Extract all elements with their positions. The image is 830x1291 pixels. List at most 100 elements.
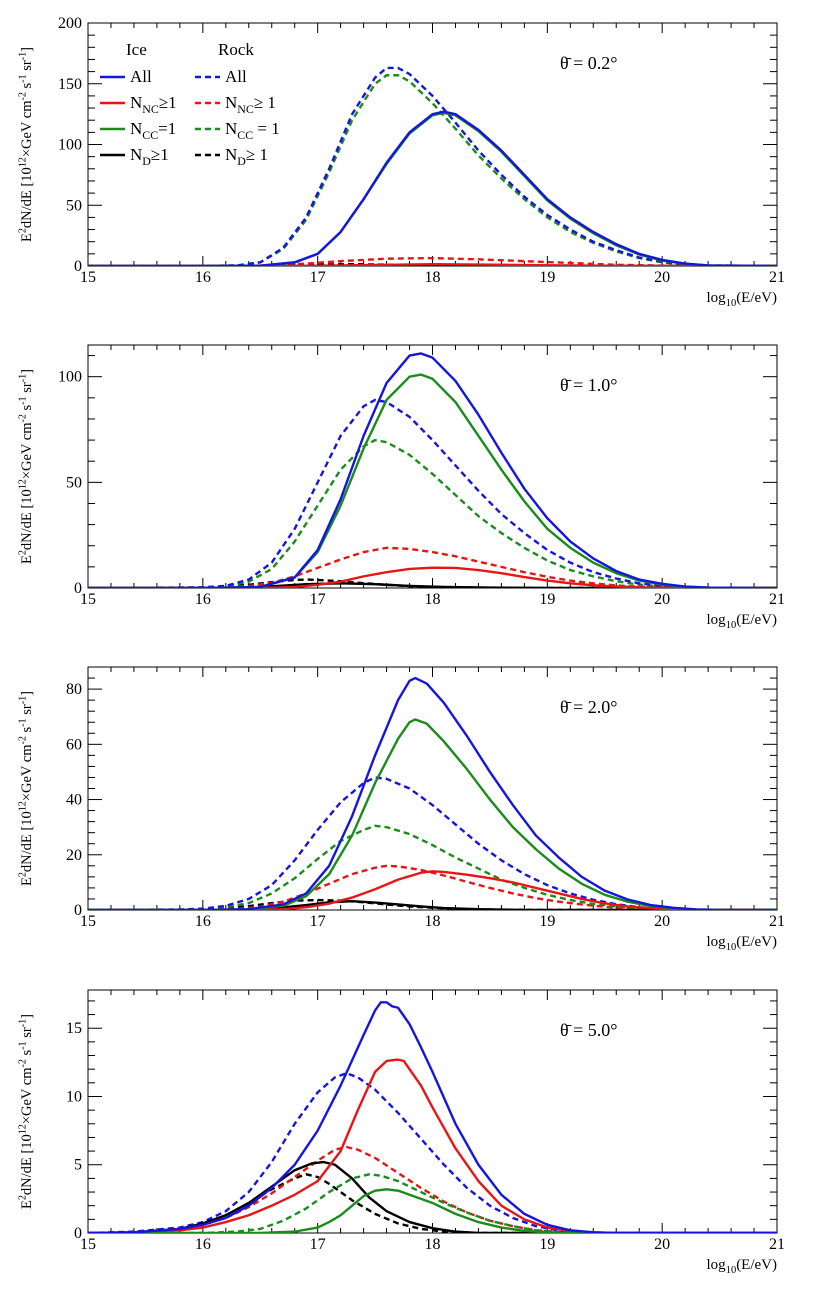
- x-tick-label: 15: [80, 1236, 96, 1253]
- x-tick-label: 16: [195, 591, 211, 608]
- legend: Ice Rock All All NNC≥1 NNC≥ 1 NCC=1 NCC = 1 ND≥1…: [100, 40, 280, 168]
- x-tick-label: 16: [195, 913, 211, 930]
- x-axis-title: log10(E/eV): [707, 934, 777, 953]
- y-tick-label: 80: [66, 681, 82, 698]
- legend-label-rock-all: All: [225, 67, 247, 86]
- y-tick-label: 15: [66, 1020, 82, 1037]
- x-tick-label: 21: [769, 913, 785, 930]
- plot-frame: [87, 22, 778, 267]
- x-tick-label: 17: [310, 591, 326, 608]
- x-tick-label: 19: [539, 269, 555, 286]
- panel-annotation: θ̄ = 5.0°: [560, 1020, 617, 1040]
- series-line-rock-cc: [88, 824, 777, 910]
- series-line-rock-all: [88, 776, 777, 910]
- series-line-rock-all: [88, 1072, 777, 1233]
- x-tick-label: 19: [539, 913, 555, 930]
- series-line-ice-nc: [88, 262, 777, 266]
- x-tick-label: 15: [80, 591, 96, 608]
- legend-header-ice: Ice: [126, 40, 147, 59]
- series-line-ice-cc: [88, 1188, 777, 1233]
- legend-label-ice-nc: NNC≥1: [130, 93, 177, 116]
- series-line-ice-nc: [88, 870, 777, 910]
- series-line-ice-all: [88, 676, 777, 910]
- series-group: [88, 66, 777, 266]
- y-axis-title: E2dN/dE [1012×GeV cm-2 s-1 sr-1]: [17, 1014, 35, 1209]
- series-group: [88, 1001, 777, 1233]
- series-line-ice-nc: [88, 566, 777, 588]
- panel-4: 15 16 17 18 19 20 21 0 5 10 15 log10(E/eV) E2dN/dE […: [17, 989, 785, 1276]
- x-axis-title: log10(E/eV): [707, 290, 777, 309]
- legend-label-rock-nc: NNC≥ 1: [225, 93, 276, 116]
- x-tick-label: 20: [654, 1236, 670, 1253]
- series-group: [88, 352, 777, 588]
- x-tick-label: 15: [80, 269, 96, 286]
- series-line-rock-cc: [88, 438, 777, 588]
- series-line-ice-cc: [88, 373, 777, 588]
- x-tick-label: 17: [310, 269, 326, 286]
- x-tick-label: 19: [539, 591, 555, 608]
- x-tick-label: 17: [310, 913, 326, 930]
- panel-annotation: θ̄ = 2.0°: [560, 697, 617, 717]
- y-tick-label: 100: [58, 369, 82, 386]
- x-tick-label: 20: [654, 269, 670, 286]
- legend-label-ice-d: ND≥1: [130, 145, 169, 168]
- legend-header-rock: Rock: [218, 40, 254, 59]
- y-tick-label: 0: [74, 902, 82, 919]
- x-tick-label: 18: [425, 1236, 441, 1253]
- x-axis-title: log10(E/eV): [707, 612, 777, 631]
- series-line-ice-all: [88, 1001, 777, 1233]
- panel-3: 15 16 17 18 19 20 21 0 20 40 60 80 log10(E/eV) E2dN/d…: [17, 666, 785, 953]
- series-line-rock-all: [88, 66, 777, 266]
- y-tick-label: 100: [58, 137, 82, 154]
- x-tick-label: 18: [425, 269, 441, 286]
- x-tick-label: 21: [769, 269, 785, 286]
- x-tick-label: 20: [654, 591, 670, 608]
- y-tick-label: 10: [66, 1088, 82, 1105]
- panel-annotation: θ̄ = 0.2°: [560, 53, 617, 73]
- x-tick-label: 15: [80, 913, 96, 930]
- panel-1: 15 16 17 18 19 20 21 0 50 100 150 200 log10(E/eV) E2d…: [17, 15, 785, 309]
- x-tick-label: 16: [195, 269, 211, 286]
- panel-2: 15 16 17 18 19 20 21 0 50 100 log10(E/eV) E2dN/dE […: [17, 344, 785, 631]
- legend-label-ice-cc: NCC=1: [130, 119, 176, 142]
- y-axis-title: E2dN/dE [1012×GeV cm-2 s-1 sr-1]: [17, 369, 35, 564]
- legend-label-ice-all: All: [130, 67, 152, 86]
- legend-label-rock-d: ND≥ 1: [225, 145, 268, 168]
- y-tick-label: 40: [66, 792, 82, 809]
- y-tick-label: 5: [74, 1157, 82, 1174]
- x-tick-label: 21: [769, 591, 785, 608]
- y-tick-label: 0: [74, 580, 82, 597]
- series-line-ice-all: [88, 352, 777, 588]
- x-tick-label: 21: [769, 1236, 785, 1253]
- y-tick-label: 150: [58, 76, 82, 93]
- series-group: [88, 676, 777, 910]
- legend-label-rock-cc: NCC = 1: [225, 119, 280, 142]
- series-line-ice-cc: [88, 718, 777, 910]
- x-tick-label: 19: [539, 1236, 555, 1253]
- y-tick-label: 50: [66, 474, 82, 491]
- series-line-ice-nc: [88, 1058, 777, 1233]
- y-tick-label: 0: [74, 258, 82, 275]
- series-line-ice-d: [88, 1160, 777, 1233]
- y-axis-title: E2dN/dE [1012×GeV cm-2 s-1 sr-1]: [17, 47, 35, 242]
- x-tick-label: 18: [425, 591, 441, 608]
- x-axis-title: log10(E/eV): [707, 1257, 777, 1276]
- series-line-rock-all: [88, 398, 777, 588]
- y-tick-label: 200: [58, 15, 82, 32]
- x-tick-label: 17: [310, 1236, 326, 1253]
- y-tick-label: 60: [66, 736, 82, 753]
- series-line-rock-cc: [88, 74, 777, 266]
- series-line-ice-all: [88, 110, 777, 266]
- x-tick-label: 18: [425, 913, 441, 930]
- x-tick-label: 20: [654, 913, 670, 930]
- series-line-rock-nc: [88, 1145, 777, 1233]
- series-line-ice-cc: [88, 111, 777, 266]
- y-axis-title: E2dN/dE [1012×GeV cm-2 s-1 sr-1]: [17, 691, 35, 886]
- panel-annotation: θ̄ = 1.0°: [560, 375, 617, 395]
- y-tick-label: 50: [66, 197, 82, 214]
- y-tick-label: 20: [66, 847, 82, 864]
- series-line-rock-nc: [88, 864, 777, 910]
- y-tick-label: 0: [74, 1225, 82, 1242]
- x-tick-label: 16: [195, 1236, 211, 1253]
